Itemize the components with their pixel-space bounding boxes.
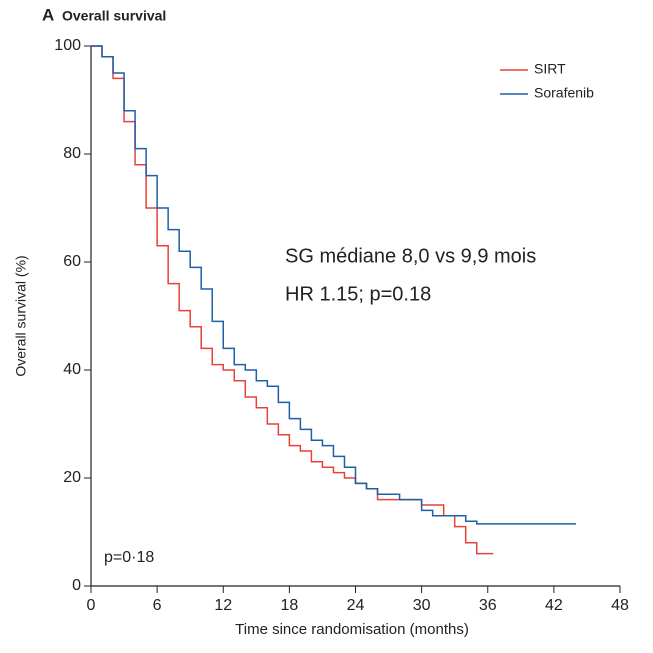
x-tick-label: 42 (545, 597, 563, 614)
survival-line (91, 45, 576, 525)
chart-title: Overall survival (62, 8, 166, 24)
y-tick-label: 60 (63, 253, 81, 270)
x-axis-title: Time since randomisation (months) (235, 621, 469, 638)
x-tick-label: 0 (87, 597, 96, 614)
y-tick-label: 80 (63, 145, 81, 162)
legend-label: Sorafenib (534, 85, 594, 101)
annotation: p=0·18 (104, 549, 154, 566)
y-tick-label: 100 (54, 37, 81, 54)
y-axis-title: Overall survival (%) (13, 255, 29, 376)
x-tick-label: 36 (479, 597, 497, 614)
x-tick-label: 18 (280, 597, 298, 614)
x-tick-label: 24 (347, 597, 365, 614)
x-tick-label: 12 (214, 597, 232, 614)
x-tick-label: 48 (611, 597, 629, 614)
y-tick-label: 0 (72, 577, 81, 594)
y-tick-label: 20 (63, 469, 81, 486)
annotation: HR 1.15; p=0.18 (285, 283, 431, 305)
y-tick-label: 40 (63, 361, 81, 378)
x-tick-label: 6 (153, 597, 162, 614)
legend-label: SIRT (534, 61, 566, 77)
annotation: SG médiane 8,0 vs 9,9 mois (285, 245, 536, 267)
panel-label: A (42, 5, 54, 24)
x-tick-label: 30 (413, 597, 431, 614)
